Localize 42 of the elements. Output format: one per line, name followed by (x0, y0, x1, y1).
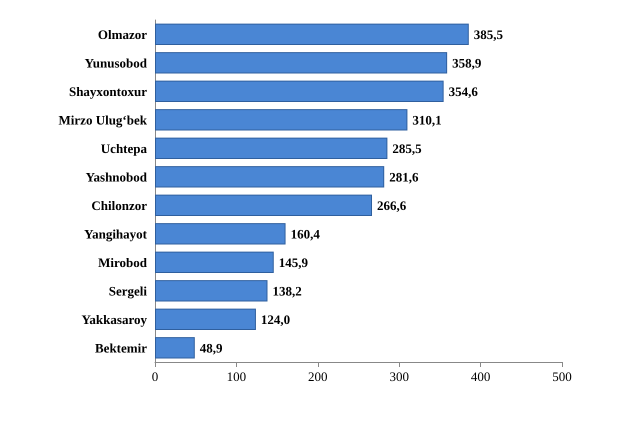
y-tick-label: Yakkasaroy (81, 312, 148, 327)
y-tick-label: Mirzo Ulug‘bek (58, 112, 148, 128)
bar (155, 280, 268, 302)
data-label: 354,6 (448, 84, 478, 99)
y-tick-label: Sergeli (108, 283, 148, 298)
data-label: 266,6 (377, 198, 407, 213)
bar (155, 109, 408, 130)
data-label: 285,5 (392, 140, 422, 156)
data-label: 281,6 (389, 169, 419, 184)
y-tick-label: Chilonzor (91, 198, 148, 213)
data-label: 138,2 (272, 283, 302, 298)
y-tick-label: Olmazor (98, 26, 148, 42)
data-label: 310,1 (412, 112, 442, 128)
bar (155, 252, 274, 273)
bar (155, 24, 469, 45)
y-tick-label: Yangihayot (84, 226, 148, 242)
x-tick-label: 400 (470, 369, 490, 384)
bar (155, 138, 388, 159)
data-label: 48,9 (200, 340, 224, 356)
y-tick-label: Yashnobod (86, 169, 148, 184)
x-tick-label: 200 (308, 369, 328, 384)
data-label: 145,9 (278, 254, 309, 270)
x-tick-label: 300 (389, 369, 409, 384)
x-tick-label: 500 (552, 369, 572, 384)
data-label: 385,5 (474, 26, 504, 42)
y-tick-label: Mirobod (98, 254, 148, 270)
y-tick-label: Yunusobod (84, 55, 148, 70)
bar (155, 52, 448, 74)
y-tick-label: Shayxontoxur (68, 84, 148, 99)
data-label: 160,4 (290, 226, 320, 242)
x-tick-label: 100 (226, 369, 246, 384)
data-label: 124,0 (260, 312, 290, 327)
bar (155, 166, 384, 188)
data-label: 358,9 (452, 55, 482, 70)
bar (155, 223, 286, 244)
x-tick-label: 0 (152, 369, 158, 384)
bar (155, 308, 256, 330)
y-tick-label: Bektemir (95, 340, 148, 356)
bar (155, 80, 444, 102)
y-tick-label: Uchtepa (100, 140, 148, 156)
bar (155, 194, 372, 216)
bar (155, 337, 195, 358)
